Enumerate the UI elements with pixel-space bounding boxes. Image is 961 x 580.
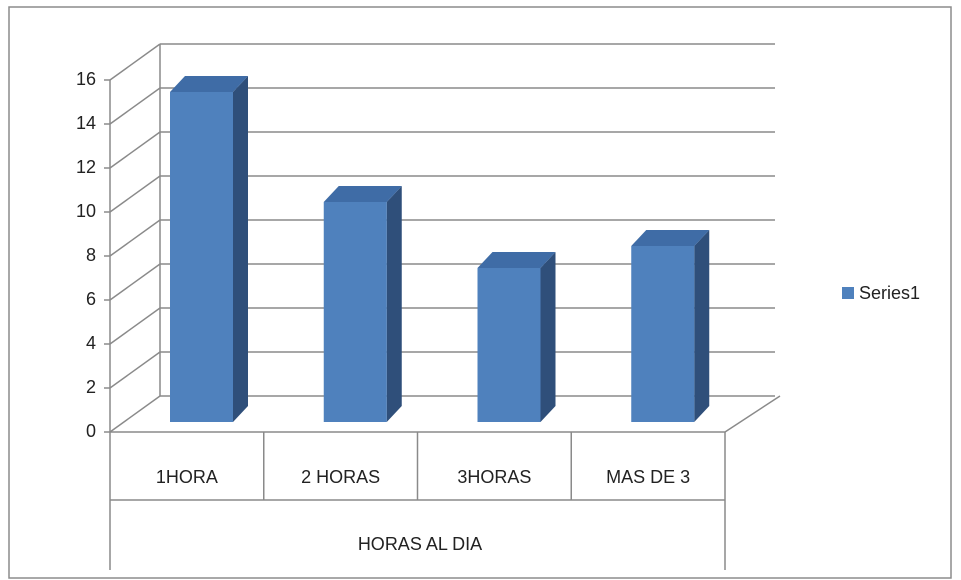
y-tick-label: 14 [76, 113, 96, 133]
bar [631, 246, 695, 422]
y-tick-label: 10 [76, 201, 96, 221]
side-grid-line [109, 43, 161, 81]
x-tick-label: 3HORAS [457, 467, 531, 487]
legend-swatch [842, 287, 854, 299]
side-grid-line [109, 131, 161, 169]
bar-top [323, 186, 402, 202]
y-tick-label: 12 [76, 157, 96, 177]
bar-side [540, 252, 556, 422]
bar [477, 268, 541, 422]
bar [323, 202, 387, 422]
side-grid-line [109, 395, 161, 433]
side-grid-line [109, 87, 161, 125]
bar-side [233, 76, 248, 422]
bar-side [386, 186, 402, 422]
bar [170, 92, 233, 422]
y-tick-label: 0 [86, 421, 96, 441]
bar-top [477, 252, 556, 268]
bar-top [170, 76, 248, 92]
x-tick-label: 1HORA [156, 467, 218, 487]
bar-side [694, 230, 710, 422]
y-tick-label: 6 [86, 289, 96, 309]
side-grid-line [109, 351, 161, 389]
side-grid-line [109, 307, 161, 345]
legend-label: Series1 [859, 283, 920, 303]
y-tick-label: 8 [86, 245, 96, 265]
side-grid-line [109, 263, 161, 301]
bar-top [631, 230, 710, 246]
y-tick-label: 2 [86, 377, 96, 397]
x-tick-label: 2 HORAS [301, 467, 380, 487]
y-tick-label: 4 [86, 333, 96, 353]
x-tick-label: MAS DE 3 [606, 467, 690, 487]
x-axis-label: HORAS AL DIA [358, 534, 482, 554]
side-grid-line [109, 175, 161, 213]
side-grid-line [109, 219, 161, 257]
y-tick-label: 16 [76, 69, 96, 89]
